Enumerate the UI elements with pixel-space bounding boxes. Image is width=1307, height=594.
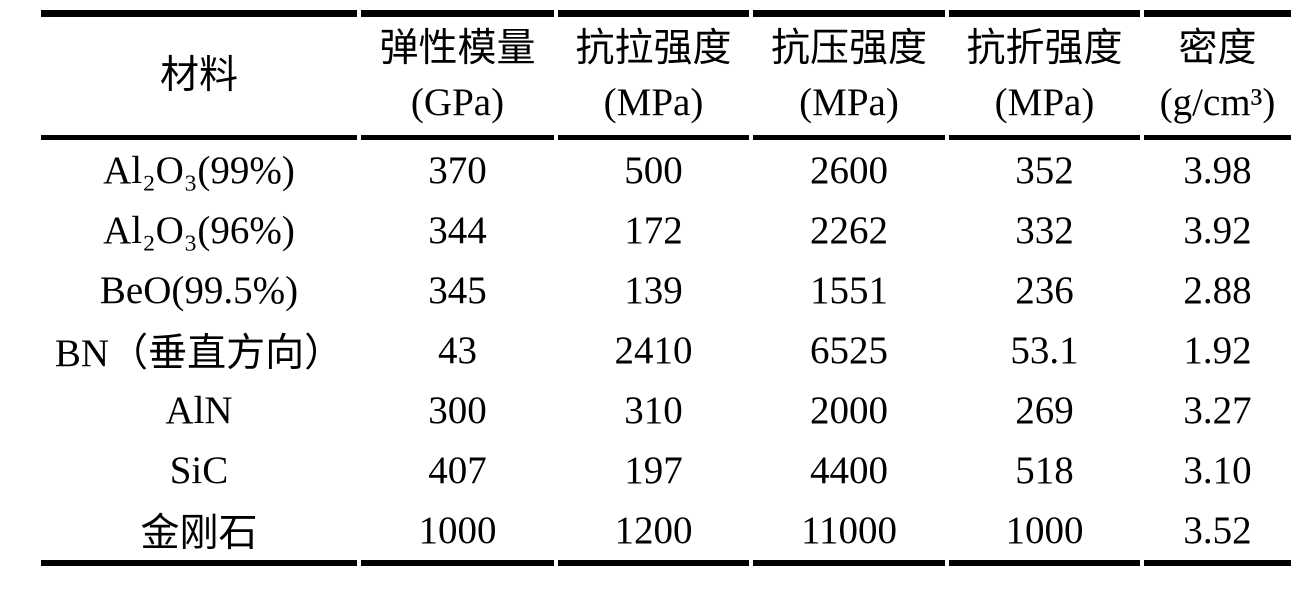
col-header-unit: (MPa) [994,81,1095,124]
cell-value: 3.52 [1144,500,1291,566]
cell-value: 2.88 [1183,268,1252,312]
cell-material: SiC [169,448,229,492]
cell-value: 172 [624,208,683,252]
cell-value: 1000 [949,500,1140,566]
cell-value: 139 [624,268,683,312]
cell-value: 3.92 [1183,208,1252,252]
cell-value: 345 [428,268,487,312]
col-header-elastic-modulus: 弹性模量 (GPa) [361,10,554,140]
cell-value: 4400 [810,448,888,492]
col-header-label: 密度 [1178,27,1257,71]
cell-value: 2000 [810,388,888,432]
table-row: AlN 300 310 2000 269 3.27 [41,380,1291,440]
col-header-material: 材料 [41,10,357,140]
table-row: Al₂O₃(99%) 370 500 2600 352 3.98 [41,140,1291,200]
cell-value: 1551 [810,268,888,312]
col-header-unit: (GPa) [410,81,505,124]
cell-value: 2410 [614,328,693,372]
cell-value: 332 [1015,208,1074,252]
cell-value: 300 [428,388,487,432]
header-row: 材料 弹性模量 (GPa) 抗拉强度 (MPa) 抗压强度 (MPa) 抗折强度… [41,10,1291,140]
cell-value: 197 [624,448,683,492]
material-properties-table: 材料 弹性模量 (GPa) 抗拉强度 (MPa) 抗压强度 (MPa) 抗折强度… [37,10,1295,566]
cell-value: 269 [1015,388,1074,432]
cell-material: 金刚石 [41,500,357,566]
cell-value: 344 [428,208,487,252]
col-header-density: 密度 (g/cm³) [1144,10,1291,140]
col-header-tensile-strength: 抗拉强度 (MPa) [558,10,749,140]
cell-value: 518 [1015,448,1074,492]
cell-value: 53.1 [1010,328,1079,372]
col-header-flexural-strength: 抗折强度 (MPa) [949,10,1140,140]
cell-value: 3.98 [1183,148,1252,192]
cell-material: BN（垂直方向） [54,332,344,375]
cell-value: 2600 [810,148,888,192]
cell-value: 2262 [810,208,888,252]
col-header-unit: (MPa) [603,81,704,124]
col-header-label: 弹性模量 [379,27,536,71]
col-header-label: 抗压强度 [770,27,927,71]
cell-material: Al₂O₃(99%) [103,148,295,192]
table-row: 金刚石 1000 1200 11000 1000 3.52 [41,500,1291,566]
table-row: BN（垂直方向） 43 2410 6525 53.1 1.92 [41,320,1291,380]
cell-value: 500 [624,148,683,192]
table-row: Al₂O₃(96%) 344 172 2262 332 3.92 [41,200,1291,260]
col-header-compressive-strength: 抗压强度 (MPa) [753,10,945,140]
cell-value: 3.10 [1183,448,1252,492]
col-header-label: 抗折强度 [966,27,1123,71]
cell-value: 310 [624,388,683,432]
col-header-label: 材料 [159,54,238,98]
col-header-unit: (MPa) [799,81,899,124]
col-header-unit: (g/cm³) [1159,81,1276,124]
cell-value: 3.27 [1183,388,1252,432]
cell-value: 11000 [753,500,945,566]
table-row: SiC 407 197 4400 518 3.10 [41,440,1291,500]
cell-value: 6525 [810,328,888,372]
cell-material: BeO(99.5%) [99,268,299,312]
cell-value: 236 [1015,268,1074,312]
cell-value: 43 [438,328,477,372]
cell-value: 1000 [361,500,554,566]
col-header-label: 抗拉强度 [575,27,732,71]
cell-material: Al₂O₃(96%) [103,208,295,252]
cell-value: 370 [428,148,487,192]
cell-value: 407 [428,448,487,492]
table-row: BeO(99.5%) 345 139 1551 236 2.88 [41,260,1291,320]
cell-material: AlN [165,388,233,432]
cell-value: 352 [1015,148,1074,192]
cell-value: 1200 [558,500,749,566]
cell-value: 1.92 [1183,328,1252,372]
